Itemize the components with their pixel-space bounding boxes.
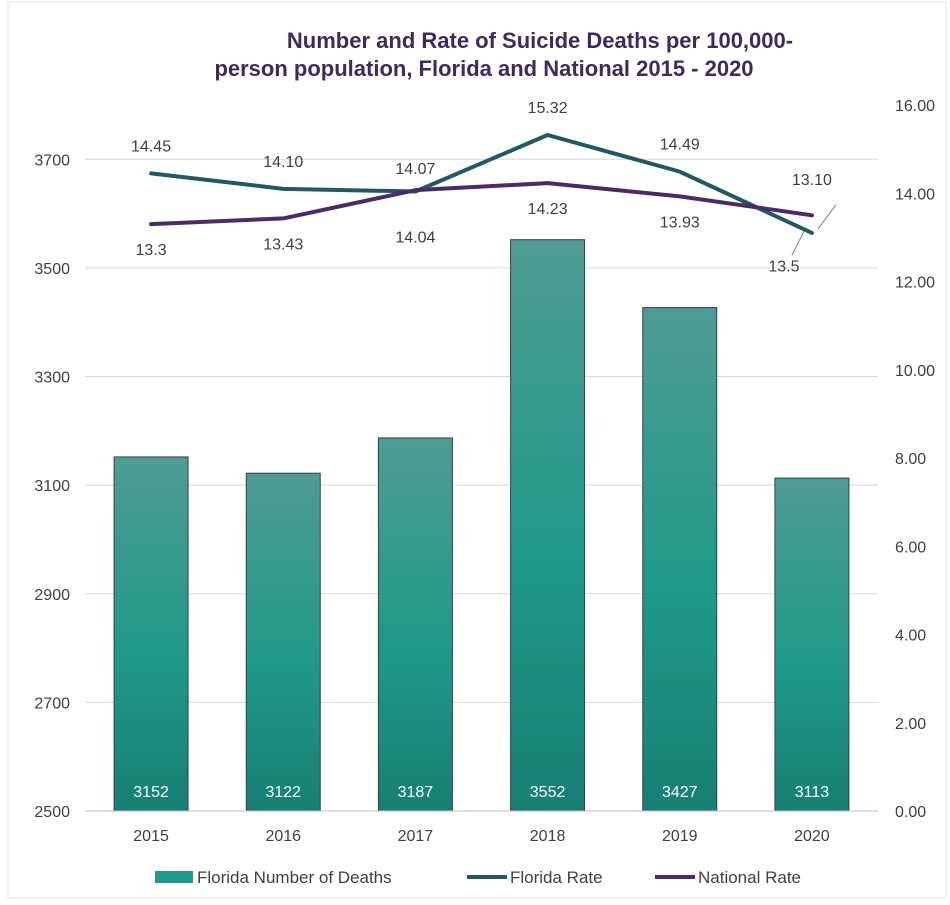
legend-label-florida-deaths: Florida Number of Deaths: [197, 868, 392, 887]
florida-rate-line: [149, 133, 814, 235]
legend-label-national-rate: National Rate: [698, 868, 801, 887]
leader-line: [817, 204, 837, 230]
national-rate-label: 13.43: [263, 236, 303, 253]
legend: Florida Number of Deaths Florida Rate Nati…: [155, 868, 801, 887]
x-tick-label: 2018: [530, 828, 566, 845]
y-right-tick-label: 14.00: [895, 186, 935, 203]
x-tick-label: 2016: [265, 828, 301, 845]
y-right-tick-label: 4.00: [895, 628, 926, 645]
x-tick-label: 2020: [794, 828, 830, 845]
florida-rate-label: 14.45: [131, 138, 171, 155]
y-left-tick-label: 3100: [34, 478, 70, 495]
y-left-tick-label: 3500: [34, 261, 70, 278]
y-right-tick-label: 0.00: [895, 804, 926, 821]
bar-value-label: 3152: [133, 784, 169, 801]
national-rate-label: 13.93: [660, 214, 700, 231]
national-rate-label: 14.23: [528, 201, 568, 218]
y-right-tick-label: 6.00: [895, 539, 926, 556]
bar: [774, 477, 850, 812]
y-right-tick-label: 2.00: [895, 716, 926, 733]
y-left-tick-label: 3300: [34, 370, 70, 387]
y-left-tick-label: 2900: [34, 587, 70, 604]
x-tick-label: 2019: [662, 828, 698, 845]
y-right-tick-label: 8.00: [895, 451, 926, 468]
y-right-tick-label: 10.00: [895, 363, 935, 380]
bar: [245, 472, 321, 812]
line-series: 14.45 14.10 14.04 15.32 14.49 13.10 13.3 13.43 1…: [131, 100, 837, 275]
bar-value-label: 3427: [662, 784, 698, 801]
national-rate-label: 13.5: [768, 258, 799, 275]
bar: [510, 239, 586, 812]
florida-rate-label: 15.32: [528, 100, 568, 117]
florida-rate-label: 13.10: [792, 172, 832, 189]
national-rate-label: 14.07: [395, 161, 435, 178]
x-tick-label: 2015: [133, 828, 169, 845]
florida-rate-label: 14.49: [660, 137, 700, 154]
y-right-tick-label: 16.00: [895, 98, 935, 115]
bar: [377, 437, 453, 812]
y-left-tick-label: 3700: [34, 152, 70, 169]
bar-series: 3152 3122 3187 3552 3427 3113: [113, 239, 850, 812]
bar-value-label: 3122: [265, 784, 301, 801]
leader-line: [791, 231, 805, 256]
legend-label-florida-rate: Florida Rate: [510, 868, 603, 887]
x-tick-label: 2017: [398, 828, 434, 845]
axes: 2500 2700 2900 3100 3300 3500 3700 0.00 2.00 4.00…: [34, 98, 935, 845]
chart-title-line1: Number and Rate of Suicide Deaths per 10…: [287, 28, 793, 53]
y-left-tick-label: 2700: [34, 695, 70, 712]
bar: [642, 307, 718, 812]
bar-value-label: 3113: [795, 784, 830, 801]
national-rate-line: [149, 181, 814, 227]
y-right-tick-label: 12.00: [895, 275, 935, 292]
florida-rate-label: 14.04: [395, 229, 435, 246]
bar: [113, 456, 189, 812]
legend-swatch-florida-deaths: [155, 871, 193, 883]
y-left-tick-label: 2500: [34, 804, 70, 821]
bar-value-label: 3552: [530, 784, 566, 801]
bar-value-label: 3187: [398, 784, 434, 801]
florida-rate-label: 14.10: [263, 154, 303, 171]
chart-title-line2: person population, Florida and National …: [214, 56, 753, 81]
national-rate-label: 13.3: [136, 242, 167, 259]
